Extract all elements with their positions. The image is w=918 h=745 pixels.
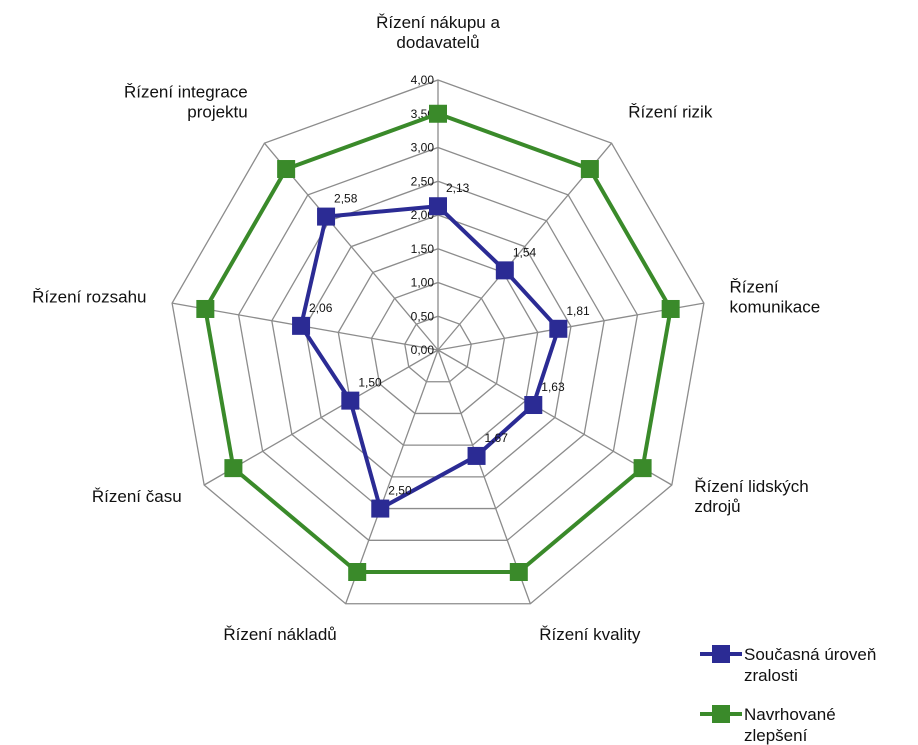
series-marker — [467, 446, 486, 465]
category-label: Řízení komunikace — [730, 278, 821, 317]
grid-ring — [370, 281, 506, 415]
grid-spoke — [437, 349, 531, 604]
series-marker — [348, 563, 367, 582]
grid-spoke — [437, 349, 673, 486]
grid-ring — [337, 248, 539, 446]
grid-ring — [171, 79, 705, 605]
data-label: 2,50 — [388, 484, 412, 498]
series-marker — [429, 197, 447, 216]
axis-tick-label: 2,00 — [411, 208, 435, 222]
series-line — [203, 111, 673, 575]
axis-tick-label: 2,50 — [411, 174, 435, 188]
series-marker — [580, 160, 599, 179]
series-marker — [341, 391, 360, 410]
grid-ring — [271, 180, 605, 510]
series-marker — [292, 316, 311, 335]
data-label: 1,54 — [513, 245, 537, 259]
data-label: 1,63 — [541, 380, 565, 394]
axis-tick-label: 4,00 — [411, 73, 435, 87]
series-marker — [277, 160, 296, 179]
axis-tick-label: 0,50 — [411, 309, 435, 323]
series-marker — [524, 396, 543, 415]
data-label: 1,81 — [566, 304, 590, 318]
data-label: 1,50 — [358, 376, 382, 390]
series-marker — [495, 261, 514, 280]
series-marker — [509, 563, 528, 582]
data-label: 2,06 — [309, 301, 333, 315]
category-label: Řízení integrace projektu — [124, 82, 248, 121]
grid-spoke — [437, 302, 705, 351]
category-label: Řízení času — [92, 487, 182, 506]
legend-label: Současná úroveň zralosti — [744, 645, 876, 685]
chart-legend: Současná úroveň zralosti Navrhované zlepšen… — [700, 645, 876, 745]
category-label: Řízení kvality — [539, 625, 641, 644]
series-marker — [317, 207, 336, 226]
category-label: Řízení rizik — [628, 102, 713, 121]
grid-ring — [237, 146, 639, 541]
data-labels: 2,13 1,54 1,81 1,63 1,67 2,50 1,50 2,06 2,58 — [309, 181, 590, 497]
axis-tick-label: 0,00 — [411, 343, 435, 357]
legend-item: Současná úroveň zralosti — [700, 645, 876, 685]
series-marker — [196, 299, 215, 318]
data-label: 2,58 — [334, 192, 358, 206]
series-2 — [196, 104, 680, 582]
axis-tick-label: 1,50 — [411, 242, 435, 256]
grid-spoke — [203, 349, 439, 486]
radar-grid — [171, 79, 705, 605]
series-marker — [371, 499, 390, 518]
category-label: Řízení nákupu a dodavatelů — [376, 13, 500, 52]
category-label: Řízení nákladů — [223, 625, 336, 644]
series-1 — [292, 197, 568, 518]
series-marker — [429, 104, 447, 123]
axis-tick-label: 3,00 — [411, 141, 435, 155]
axis-tick-label: 1,00 — [411, 276, 435, 290]
category-label: Řízení rozsahu — [32, 288, 146, 307]
legend-marker — [712, 705, 730, 723]
legend-label: Navrhované zlepšení — [744, 705, 836, 745]
category-labels: Řízení nákupu a dodavatelů Řízení rizik Říz… — [32, 13, 820, 644]
series-line — [298, 204, 561, 512]
series-marker — [661, 299, 680, 318]
grid-ring — [404, 315, 472, 383]
series-marker — [549, 319, 568, 338]
data-label: 1,67 — [485, 431, 509, 445]
category-label: Řízení lidských zdrojů — [694, 477, 808, 516]
series-marker — [633, 459, 652, 478]
grid-spoke — [345, 349, 439, 604]
legend-marker — [712, 645, 730, 663]
series-marker — [224, 459, 243, 478]
legend-item: Navrhované zlepšení — [700, 705, 836, 745]
series-layer — [196, 104, 680, 582]
data-label: 2,13 — [446, 181, 470, 195]
